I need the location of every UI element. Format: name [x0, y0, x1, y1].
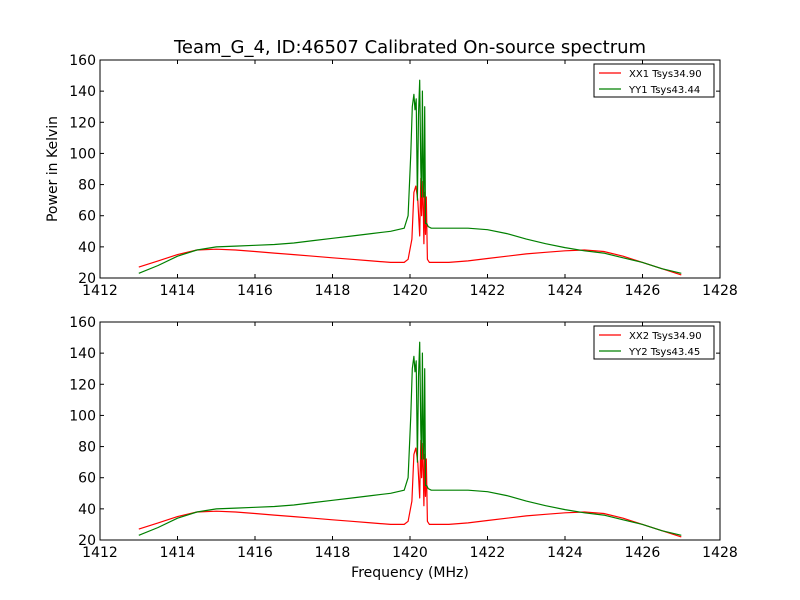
x-tick-label: 1424 — [547, 283, 583, 299]
y-tick-label: 40 — [78, 502, 96, 518]
x-axis-label: Frequency (MHz) — [351, 565, 469, 581]
x-tick-label: 1416 — [237, 545, 273, 561]
series-line-yy2 — [138, 341, 682, 536]
x-tick-label: 1428 — [702, 283, 738, 299]
series-line-yy1 — [138, 79, 682, 274]
y-tick-label: 20 — [78, 533, 96, 549]
y-tick-label: 60 — [78, 209, 96, 225]
legend: XX2 Tsys34.90 YY2 Tsys43.45 — [593, 325, 715, 360]
y-tick-label: 120 — [69, 115, 96, 131]
x-tick-label: 1420 — [392, 283, 428, 299]
x-tick-label: 1414 — [160, 283, 196, 299]
legend-box — [593, 63, 715, 98]
figure-title: Team_G_4, ID:46507 Calibrated On-source … — [173, 37, 646, 58]
x-tick-label: 1426 — [625, 283, 661, 299]
y-tick-label: 60 — [78, 471, 96, 487]
x-tick-label: 1416 — [237, 283, 273, 299]
legend-label: XX1 Tsys34.90 — [629, 69, 702, 80]
y-tick-label: 140 — [69, 346, 96, 362]
legend-label: YY1 Tsys43.44 — [628, 85, 700, 96]
x-tick-label: 1418 — [315, 545, 351, 561]
y-tick-label: 120 — [69, 377, 96, 393]
y-tick-label: 160 — [69, 315, 96, 331]
chart-panel-2: 1412 1414 1416 1418 1420 1422 1424 1426 1428 20 40… — [69, 315, 738, 581]
y-tick-label: 160 — [69, 53, 96, 69]
x-tick-label: 1422 — [470, 283, 506, 299]
y-axis-label: Power in Kelvin — [45, 116, 61, 222]
x-tick-label: 1412 — [82, 283, 118, 299]
x-tick-label: 1428 — [702, 545, 738, 561]
y-tick-label: 80 — [78, 178, 96, 194]
x-tick-label: 1418 — [315, 283, 351, 299]
y-tick-label: 100 — [69, 146, 96, 162]
y-tick-label: 140 — [69, 84, 96, 100]
x-tick-label: 1414 — [160, 545, 196, 561]
legend-box — [593, 325, 715, 360]
legend-label: YY2 Tsys43.45 — [628, 347, 700, 358]
x-tick-label: 1426 — [625, 545, 661, 561]
x-tick-label: 1424 — [547, 545, 583, 561]
y-tick-label: 20 — [78, 271, 96, 287]
x-tick-label: 1422 — [470, 545, 506, 561]
legend: XX1 Tsys34.90 YY1 Tsys43.44 — [593, 63, 715, 98]
x-tick-label: 1412 — [82, 545, 118, 561]
y-tick-label: 80 — [78, 440, 96, 456]
legend-label: XX2 Tsys34.90 — [629, 331, 702, 342]
y-tick-label: 40 — [78, 240, 96, 256]
x-tick-label: 1420 — [392, 545, 428, 561]
y-tick-label: 100 — [69, 408, 96, 424]
chart-panel-1: 1412 1414 1416 1418 1420 1422 1424 1426 1428 20 40… — [45, 53, 738, 299]
